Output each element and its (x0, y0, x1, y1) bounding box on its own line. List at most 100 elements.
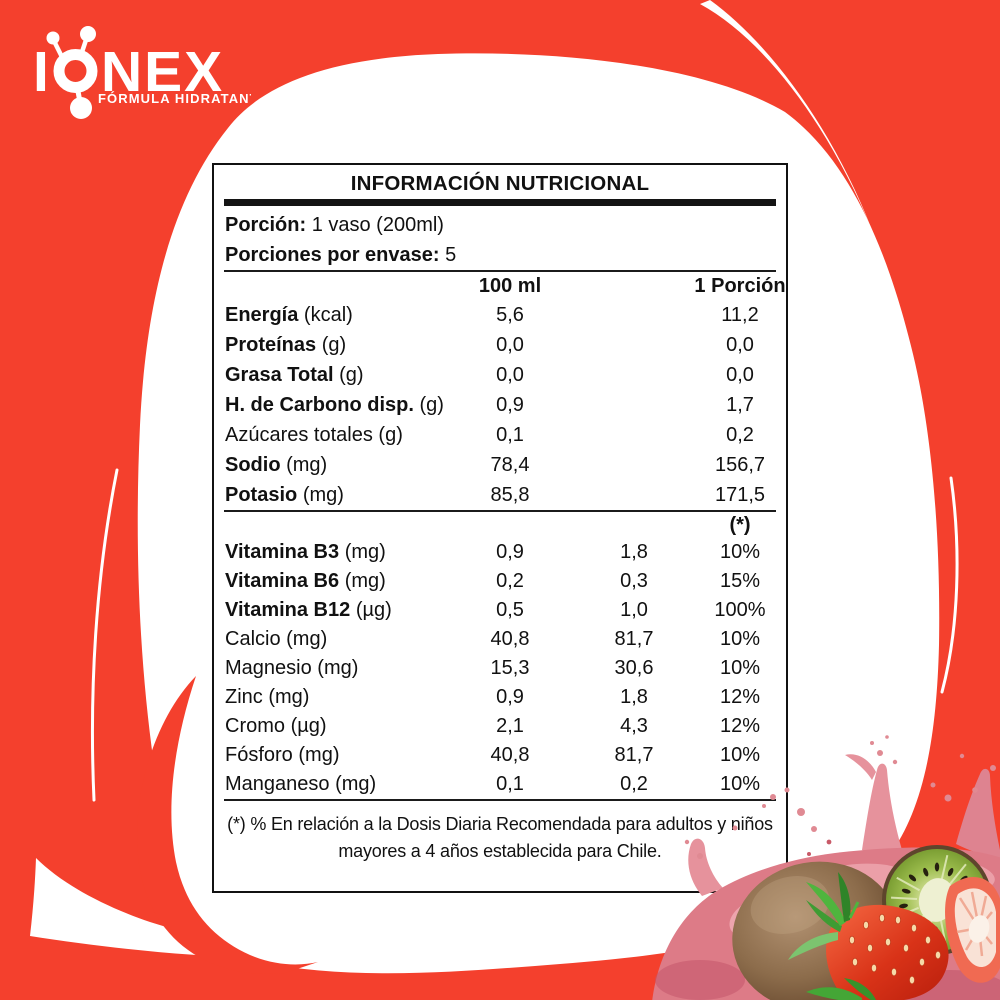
white-wedge (30, 858, 310, 959)
column-header-porcion: 1 Porción (694, 274, 786, 297)
nutrient-name: Vitamina B3 (225, 541, 340, 563)
nutrient-unit: (g) (378, 423, 403, 446)
column-header-row: 100 ml 1 Porción (214, 272, 786, 300)
nutrient-name: Fósforo (225, 744, 293, 766)
nutrient-unit: (mg) (286, 453, 328, 476)
value-ddr: 10% (719, 541, 761, 563)
nutrient-unit: (g) (339, 363, 364, 386)
table-row: Potasio (mg) 85,8 171,5 (214, 480, 786, 510)
value-100ml: 0,9 (496, 686, 524, 708)
table-row: Vitamina B3 (mg) 0,9 1,8 10% (214, 538, 786, 567)
value-100ml: 0,1 (496, 423, 524, 446)
table-row: Magnesio (mg) 15,3 30,6 10% (214, 654, 786, 683)
nutrient-name: Calcio (225, 628, 281, 650)
value-100ml: 15,3 (490, 657, 530, 679)
value-ddr: 100% (714, 599, 766, 621)
value-100ml: 40,8 (490, 744, 530, 766)
value-100ml: 5,6 (496, 303, 524, 326)
molecule-ring-icon (53, 49, 98, 93)
value-porcion: 0,0 (726, 333, 754, 356)
table-row: Manganeso (mg) 0,1 0,2 10% (214, 770, 786, 799)
value-100ml: 40,8 (490, 628, 530, 650)
table-row: Cromo (µg) 2,1 4,3 12% (214, 712, 786, 741)
value-ddr: 10% (719, 773, 761, 795)
nutrient-name: Vitamina B6 (225, 570, 340, 592)
red-petal-swoosh (137, 676, 318, 974)
footnote: (*) % En relación a la Dosis Diaria Reco… (214, 811, 786, 865)
nutrient-unit: (kcal) (303, 303, 353, 326)
value-100ml: 0,2 (496, 570, 524, 592)
nutrient-unit: (g) (419, 393, 444, 416)
value-porcion: 81,7 (614, 744, 654, 766)
nutrient-unit: (mg) (344, 570, 386, 592)
nutrient-unit: (mg) (317, 657, 359, 679)
nutrient-name: Sodio (225, 453, 281, 476)
value-porcion: 1,8 (620, 686, 648, 708)
molecule-node-icon (46, 31, 60, 45)
nutrient-unit: (mg) (302, 483, 344, 506)
logo-text-right: NEX (101, 40, 224, 104)
nutrient-name: Manganeso (225, 773, 330, 795)
table-row: Calcio (mg) 40,8 81,7 10% (214, 625, 786, 654)
serving-size-value: 1 vaso (200ml) (311, 214, 444, 236)
nutrient-unit: (g) (321, 333, 347, 356)
nutrient-name: Energía (225, 303, 299, 326)
value-100ml: 0,1 (496, 773, 524, 795)
table-row: Vitamina B12 (µg) 0,5 1,0 100% (214, 596, 786, 625)
value-ddr: 10% (719, 744, 761, 766)
table-row: Vitamina B6 (mg) 0,2 0,3 15% (214, 567, 786, 596)
nutrient-name: H. de Carbono disp. (225, 393, 414, 416)
value-porcion: 171,5 (714, 483, 766, 506)
divider-thin (224, 270, 776, 272)
table-row: H. de Carbono disp. (g) 0,9 1,7 (214, 390, 786, 420)
value-porcion: 0,2 (620, 773, 648, 795)
servings-per-container-label: Porciones por envase: (225, 244, 440, 266)
serving-size-label: Porción: (225, 214, 307, 236)
brand-logo: I NEX FÓRMULA HIDRATANTE (33, 26, 251, 119)
swoosh-line-right (940, 476, 959, 694)
value-porcion: 11,2 (721, 303, 759, 326)
value-100ml: 0,5 (496, 599, 524, 621)
value-porcion: 0,2 (726, 423, 754, 446)
value-porcion: 0,0 (726, 363, 754, 386)
nutrient-name: Cromo (225, 715, 286, 737)
servings-per-container-line: Porciones por envase: 5 (214, 240, 786, 270)
value-100ml: 0,9 (496, 541, 524, 563)
nutrient-name: Grasa Total (225, 363, 334, 386)
value-ddr: 10% (719, 628, 761, 650)
servings-per-container-value: 5 (445, 244, 457, 266)
divider-thin (224, 799, 776, 801)
value-100ml: 85,8 (490, 483, 530, 506)
panel-title: INFORMACIÓN NUTRICIONAL (350, 172, 650, 195)
table-row: Fósforo (mg) 40,8 81,7 10% (214, 741, 786, 770)
nutrition-facts-panel: INFORMACIÓN NUTRICIONAL Porción: 1 vaso … (212, 163, 788, 893)
column-header-100ml: 100 ml (478, 274, 542, 297)
value-100ml: 0,9 (496, 393, 524, 416)
nutrient-name: Proteínas (225, 333, 317, 356)
nutrient-unit: (mg) (344, 541, 386, 563)
ddr-marker-row: (*) (214, 512, 786, 538)
nutrient-name: Potasio (225, 483, 298, 506)
value-100ml: 78,4 (490, 453, 530, 476)
table-row: Proteínas (g) 0,0 0,0 (214, 330, 786, 360)
nutrient-name: Zinc (225, 686, 263, 708)
logo-tagline: FÓRMULA HIDRATANTE (98, 91, 251, 106)
value-porcion: 156,7 (714, 453, 766, 476)
table-row: Energía (kcal) 5,6 11,2 (214, 300, 786, 330)
value-100ml: 0,0 (496, 363, 524, 386)
molecule-node-icon (80, 26, 96, 42)
nutrient-unit: (µg) (290, 715, 327, 737)
ddr-marker: (*) (729, 513, 751, 536)
value-porcion: 81,7 (614, 628, 654, 650)
value-ddr: 15% (719, 570, 761, 592)
footnote-line2: mayores a 4 años establecida para Chile. (338, 841, 662, 861)
value-100ml: 2,1 (496, 715, 524, 737)
table-row: Sodio (mg) 78,4 156,7 (214, 450, 786, 480)
value-porcion: 0,3 (620, 570, 648, 592)
table-row: Grasa Total (g) 0,0 0,0 (214, 360, 786, 390)
nutrient-name: Vitamina B12 (225, 599, 351, 621)
value-porcion: 4,3 (620, 715, 648, 737)
value-porcion: 30,6 (614, 657, 654, 679)
nutrient-unit: (mg) (268, 686, 310, 708)
table-row: Azúcares totales (g) 0,1 0,2 (214, 420, 786, 450)
